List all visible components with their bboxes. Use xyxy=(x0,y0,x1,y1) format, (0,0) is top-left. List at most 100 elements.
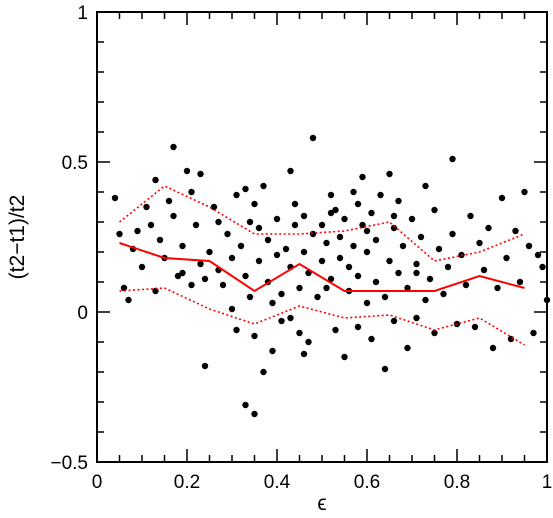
data-point xyxy=(251,410,258,418)
data-point xyxy=(368,335,375,343)
x-tick-label: 1 xyxy=(542,472,553,493)
data-point xyxy=(233,191,240,199)
data-point xyxy=(309,230,317,238)
data-point xyxy=(539,263,546,271)
data-point xyxy=(300,212,308,220)
data-point xyxy=(242,401,249,409)
data-point xyxy=(116,230,123,238)
data-point xyxy=(431,329,438,337)
data-point xyxy=(350,242,357,250)
data-point xyxy=(246,293,254,301)
data-point xyxy=(395,197,402,205)
data-point xyxy=(359,221,366,229)
data-point xyxy=(147,221,155,229)
data-point xyxy=(269,347,276,355)
data-point xyxy=(336,233,344,241)
data-point xyxy=(309,134,317,142)
data-point xyxy=(404,284,411,292)
data-point xyxy=(188,281,195,289)
data-point xyxy=(525,242,533,250)
y-tick-label: 0 xyxy=(77,303,88,324)
data-point xyxy=(206,248,213,256)
data-point xyxy=(417,233,425,241)
y-axis-title: (t2−t1)/t2 xyxy=(6,195,29,280)
data-point xyxy=(435,245,443,253)
x-tick-label: 0.4 xyxy=(264,472,291,493)
data-point xyxy=(264,236,272,244)
data-point xyxy=(246,218,254,226)
data-point xyxy=(341,353,348,361)
data-point xyxy=(489,344,497,352)
data-point xyxy=(197,170,204,178)
data-point xyxy=(255,224,263,232)
data-point xyxy=(395,269,402,277)
data-point xyxy=(278,317,285,325)
lines-layer xyxy=(119,185,525,346)
data-point xyxy=(341,215,348,223)
data-point xyxy=(390,212,398,220)
data-point xyxy=(503,254,510,262)
data-point xyxy=(179,269,186,277)
ticks-layer xyxy=(96,11,548,463)
data-point xyxy=(327,209,335,217)
data-point xyxy=(422,182,429,190)
data-point xyxy=(413,260,420,268)
data-point xyxy=(485,224,492,232)
data-point xyxy=(170,212,177,220)
data-point xyxy=(138,263,146,271)
data-point xyxy=(152,176,159,184)
data-point xyxy=(386,257,393,265)
data-point xyxy=(494,284,501,292)
x-tick-label: 0.8 xyxy=(444,472,470,493)
x-tick-label: 0 xyxy=(92,472,103,493)
data-point xyxy=(359,173,366,181)
y-tick-label: −0.5 xyxy=(50,453,88,474)
data-point xyxy=(377,191,384,199)
data-point xyxy=(354,323,362,331)
x-tick-label: 0.6 xyxy=(354,472,380,493)
data-point xyxy=(480,266,488,274)
data-point xyxy=(233,326,240,334)
data-point xyxy=(431,206,438,214)
data-point xyxy=(300,248,308,256)
x-tick-label: 0.2 xyxy=(174,472,200,493)
data-point xyxy=(404,344,411,352)
data-point xyxy=(192,221,200,229)
data-point xyxy=(467,212,474,220)
data-point xyxy=(215,218,222,226)
data-point xyxy=(368,209,375,217)
data-point xyxy=(179,242,186,250)
data-point xyxy=(291,200,299,208)
data-point xyxy=(242,272,249,280)
data-point xyxy=(269,299,276,307)
data-point xyxy=(507,335,515,343)
data-point xyxy=(449,155,456,163)
data-point xyxy=(201,362,209,370)
data-point xyxy=(255,257,263,265)
data-point xyxy=(291,221,299,229)
labels-layer: 0 0.2 0.4 0.6 0.8 1−0.500.51 xyxy=(50,3,552,493)
data-point xyxy=(345,263,353,271)
data-point xyxy=(363,248,371,256)
data-point xyxy=(354,200,362,208)
data-point xyxy=(210,203,218,211)
plot-frame xyxy=(96,11,548,463)
data-point xyxy=(111,194,119,202)
data-point xyxy=(476,239,483,247)
data-point xyxy=(323,284,330,292)
data-point xyxy=(350,188,357,196)
data-point xyxy=(143,203,150,211)
data-point xyxy=(440,290,447,298)
data-point xyxy=(327,275,335,283)
data-point xyxy=(305,338,312,346)
data-point xyxy=(521,188,528,196)
data-point xyxy=(399,242,407,250)
data-point xyxy=(354,272,362,280)
data-point xyxy=(381,293,389,301)
data-point xyxy=(300,350,308,358)
data-point xyxy=(530,329,537,337)
data-point xyxy=(512,227,519,235)
data-point xyxy=(156,236,164,244)
data-point xyxy=(332,206,339,214)
